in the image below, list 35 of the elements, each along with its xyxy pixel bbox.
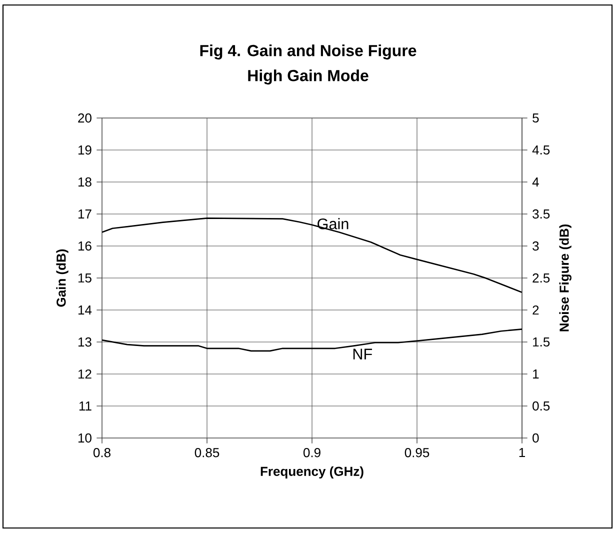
y-tick-label: 13 [78,337,92,347]
y-axis-title: Gain (dB) [56,249,68,307]
x-axis-title: Frequency (GHz) [260,466,364,479]
y-tick-label: 11 [79,402,92,410]
y-tick-label: 18 [78,177,92,187]
y-tick-label: 17 [78,210,92,218]
x-tick-label: 0.85 [194,448,220,458]
y2-axis-title: Noise Figure (dB) [559,224,572,332]
chart-subtitle: High Gain Mode [248,70,368,84]
x-tick-label: 0.8 [93,448,110,458]
y-tick-label: 16 [78,241,92,251]
x-tick-label: 0.95 [404,448,430,458]
y2-tick-label: 0 [532,433,539,443]
x-tick-label: 0.9 [303,448,320,458]
series-label: NF [353,348,372,360]
y-tick-label: 14 [78,306,92,314]
y2-tick-label: 0.5 [532,401,550,411]
y-tick-label: 10 [78,433,92,443]
x-tick-label: 1 [519,448,525,457]
y2-tick-label: 5 [532,113,539,123]
y-tick-label: 19 [78,145,92,155]
y-tick-label: 15 [78,273,92,283]
y2-tick-label: 4 [532,178,539,186]
chart-title: Fig 4. Gain and Noise Figure [200,44,416,60]
y2-tick-label: 2 [532,305,539,315]
y-tick-label: 12 [78,369,92,379]
y2-tick-label: 1 [533,370,539,378]
y2-tick-label: 4.5 [532,145,550,155]
y2-tick-label: 3 [532,241,539,251]
y2-tick-label: 2.5 [532,273,550,283]
series-label: Gain [318,218,348,230]
line-series [102,217,522,294]
y-tick-label: 20 [78,113,92,123]
y2-tick-label: 1.5 [533,337,550,347]
y2-tick-label: 3.5 [532,209,550,219]
